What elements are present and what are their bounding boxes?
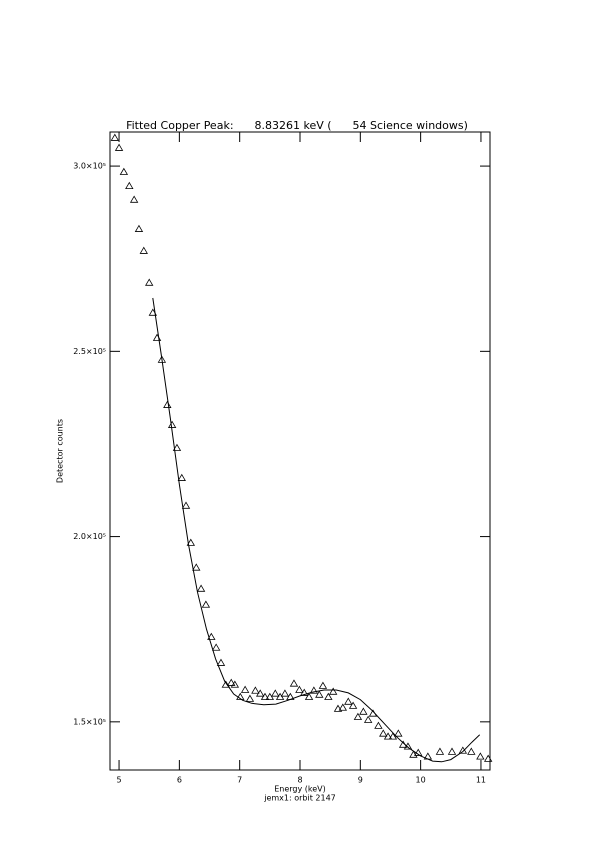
data-point (236, 692, 245, 700)
data-point (353, 712, 363, 720)
data-point (201, 600, 211, 608)
y-axis-label: Detector counts (56, 419, 65, 483)
data-point (315, 690, 324, 698)
x-axis-label: Energy (keV) (274, 785, 326, 794)
data-point (435, 747, 445, 755)
data-point (192, 563, 201, 571)
data-point (119, 167, 129, 175)
x-tick-label: 5 (117, 776, 122, 785)
data-point (207, 632, 216, 640)
y-tick-label: 2.0×10⁵ (73, 532, 106, 541)
data-point (348, 701, 358, 709)
plot-frame (109, 131, 491, 771)
x-tick-label: 8 (297, 776, 302, 785)
data-point (255, 689, 265, 697)
data-point (414, 748, 423, 756)
data-point (271, 689, 280, 697)
data-point (251, 686, 260, 694)
data-point (167, 420, 177, 428)
data-point (221, 680, 231, 688)
data-point (289, 679, 299, 687)
data-point (110, 133, 120, 141)
data-point (145, 278, 154, 286)
data-point (163, 400, 172, 408)
data-point (447, 747, 457, 755)
data-point (318, 681, 328, 689)
data-point (324, 692, 333, 700)
data-point (280, 689, 290, 697)
data-point (476, 752, 485, 760)
data-point (458, 746, 468, 754)
x-tick-label: 11 (476, 776, 486, 785)
data-point (309, 686, 319, 694)
data-point (216, 658, 226, 666)
data-point (300, 688, 309, 696)
data-point (227, 678, 236, 686)
x-tick-label: 9 (358, 776, 363, 785)
chart-title: Fitted Copper Peak: 8.83261 keV ( 54 Sci… (126, 119, 468, 132)
y-tick-label: 1.5×10⁵ (73, 717, 106, 726)
data-point (177, 473, 186, 481)
data-point (379, 729, 388, 737)
x-tick-label: 7 (237, 776, 242, 785)
data-point (483, 754, 493, 762)
x-tick-label: 10 (416, 776, 426, 785)
data-point (394, 729, 403, 737)
caption: jemx1: orbit 2147 (263, 794, 336, 803)
data-point (295, 685, 304, 693)
data-point (114, 143, 124, 151)
y-tick-label: 2.5×10⁵ (73, 347, 106, 356)
data-point (139, 246, 148, 254)
data-point (328, 687, 338, 695)
data-point (304, 692, 314, 700)
data-point (172, 443, 182, 451)
data-point (129, 195, 139, 203)
fit-line (152, 297, 481, 763)
data-point (363, 715, 373, 723)
data-point (383, 732, 393, 740)
data-point (338, 703, 348, 711)
data-point (467, 747, 476, 755)
data-point (186, 538, 196, 546)
x-tick-label: 6 (177, 776, 182, 785)
data-point (230, 680, 240, 688)
data-point (134, 224, 144, 232)
data-point (240, 685, 250, 693)
y-tick-label: 3.0×10⁵ (73, 162, 106, 171)
data-point (125, 181, 134, 189)
data-point (359, 707, 368, 715)
data-point (196, 584, 206, 592)
data-point (245, 694, 255, 702)
data-point (374, 721, 383, 729)
data-point (333, 704, 343, 712)
data-point (260, 692, 270, 700)
data-point (211, 643, 221, 651)
data-point (181, 501, 191, 509)
data-point (344, 697, 353, 705)
